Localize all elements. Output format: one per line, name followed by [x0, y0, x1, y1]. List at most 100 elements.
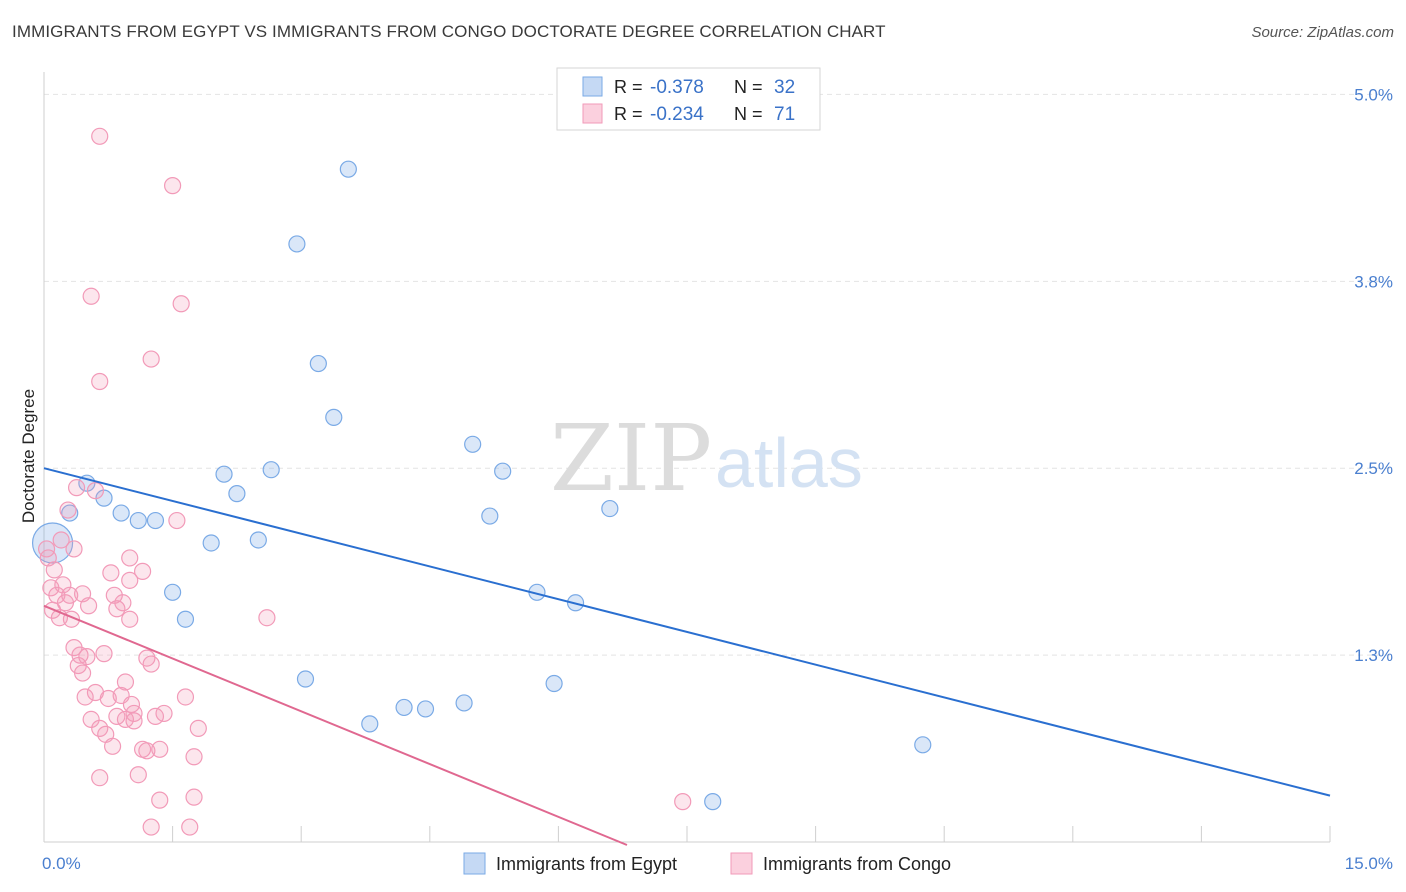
egypt-point — [545, 674, 563, 693]
congo-point — [78, 648, 96, 666]
egypt-point — [395, 698, 413, 717]
legend-n-value-congo: 71 — [774, 104, 795, 125]
x-tick-label: 0.0% — [42, 854, 81, 873]
y-axis-label: Doctorate Degree — [19, 389, 38, 523]
egypt-point — [215, 465, 233, 483]
congo-point — [86, 482, 105, 500]
congo-point — [151, 791, 169, 809]
congo-point — [61, 586, 79, 604]
congo-point — [71, 646, 89, 664]
congo-point — [121, 549, 139, 567]
congo-point — [142, 350, 160, 368]
congo-point — [133, 562, 152, 580]
source-credit: Source: ZipAtlas.com — [1251, 24, 1394, 41]
egypt-point — [325, 408, 343, 426]
bottom-legend-swatch-congo — [730, 852, 753, 875]
egypt-point — [202, 534, 220, 552]
y-tick-label: 5.0% — [1354, 85, 1393, 104]
congo-point — [181, 818, 199, 836]
legend-swatch-congo — [582, 103, 603, 124]
x-tick-label: 15.0% — [1345, 854, 1393, 873]
egypt-point — [249, 531, 267, 549]
legend-n-label-egypt: N = — [734, 77, 763, 97]
congo-point — [189, 719, 207, 737]
congo-point — [155, 704, 173, 723]
congo-point — [185, 748, 203, 766]
bottom-legend-congo: Immigrants from Congo — [763, 854, 951, 874]
egypt-point — [416, 700, 435, 718]
egypt-point — [361, 715, 379, 733]
egypt-point — [601, 499, 619, 518]
egypt-point — [129, 511, 147, 530]
congo-point — [54, 576, 72, 594]
egypt-point — [146, 511, 165, 530]
congo-point — [91, 372, 109, 391]
legend-r-label-congo: R = — [614, 104, 643, 124]
trend-lines — [43, 467, 1331, 846]
congo-point — [164, 177, 182, 195]
congo-point — [142, 655, 160, 673]
congo-point — [95, 645, 113, 663]
congo-point — [121, 610, 139, 628]
egypt-point — [464, 435, 482, 453]
egypt-point — [176, 610, 195, 628]
bottom-legend-egypt: Immigrants from Egypt — [496, 854, 677, 874]
congo-point — [67, 479, 86, 497]
y-tick-label: 3.8% — [1354, 272, 1393, 291]
watermark-atlas: atlas — [715, 424, 863, 502]
congo-point — [172, 295, 190, 313]
egypt-point — [914, 736, 932, 754]
congo-point — [102, 564, 120, 582]
congo-point — [99, 689, 117, 708]
congo-point — [76, 688, 94, 706]
egypt-point — [704, 793, 722, 811]
congo-point — [185, 788, 203, 806]
egypt-point — [61, 504, 79, 522]
congo-point — [45, 561, 63, 579]
egypt-point — [481, 507, 499, 525]
congo-point — [59, 501, 77, 519]
legend-r-label-egypt: R = — [614, 77, 643, 97]
congo-point — [79, 597, 98, 615]
congo-points — [37, 127, 692, 836]
congo-point — [52, 531, 70, 549]
congo-point — [91, 769, 109, 787]
legend-swatch-egypt — [582, 76, 603, 97]
congo-point — [258, 609, 276, 627]
tick-labels: 1.3% 2.5% 3.8% 5.0% 0.0% 15.0% — [42, 85, 1393, 873]
congo-point — [91, 127, 109, 145]
egypt-point — [164, 583, 182, 601]
congo-point — [73, 664, 92, 682]
egypt-point — [494, 462, 512, 480]
watermark-zip: ZIP — [550, 405, 712, 512]
congo-point — [125, 712, 143, 730]
gridlines — [44, 93, 1394, 656]
axes — [43, 72, 1331, 843]
chart-title: IMMIGRANTS FROM EGYPT VS IMMIGRANTS FROM… — [12, 22, 886, 41]
congo-point — [82, 287, 100, 305]
y-tick-label: 2.5% — [1354, 459, 1393, 478]
congo-point — [129, 766, 147, 784]
egypt-point — [262, 461, 280, 479]
bottom-legend: Immigrants from Egypt Immigrants from Co… — [463, 852, 951, 875]
legend-n-value-egypt: 32 — [774, 77, 795, 98]
congo-point — [138, 742, 156, 760]
egypt-trend-line — [43, 467, 1331, 797]
congo-point — [674, 793, 692, 811]
egypt-point — [309, 354, 327, 373]
congo-trend-line — [43, 604, 628, 846]
egypt-point — [112, 504, 130, 522]
egypt-point — [455, 694, 473, 712]
legend-n-label-congo: N = — [734, 104, 763, 124]
egypt-point — [288, 235, 306, 253]
legend-r-value-egypt: -0.378 — [650, 77, 704, 98]
egypt-point — [296, 670, 315, 688]
legend-r-value-congo: -0.234 — [650, 104, 704, 125]
y-tick-label: 1.3% — [1354, 646, 1393, 665]
egypt-point — [228, 485, 246, 503]
congo-point — [82, 710, 100, 728]
congo-point — [151, 740, 169, 758]
egypt-point — [339, 160, 357, 178]
congo-point — [103, 737, 122, 755]
